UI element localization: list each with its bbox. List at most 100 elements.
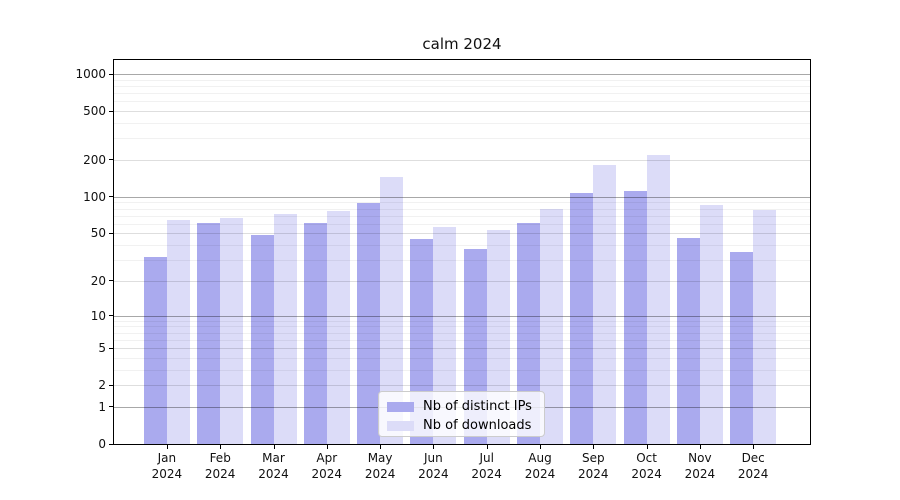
- y-tick-label: 5: [98, 341, 106, 356]
- bar-ips-nov: [676, 237, 700, 444]
- gridline: [114, 93, 810, 95]
- y-tick: [109, 159, 114, 161]
- gridline: [114, 326, 810, 328]
- bar-downloads-sep: [593, 164, 617, 444]
- gridline: [114, 215, 810, 217]
- y-tick: [109, 110, 114, 112]
- gridline: [114, 332, 810, 334]
- x-tick-label: Jul 2024: [471, 451, 502, 481]
- y-tick: [109, 347, 114, 349]
- bar-downloads-aug: [540, 208, 563, 444]
- bar-downloads-jun: [433, 227, 457, 444]
- gridline: [114, 369, 810, 371]
- bar-ips-may: [357, 203, 381, 444]
- x-tick-label: Aug 2024: [524, 451, 556, 481]
- bar-ips-jan: [143, 256, 167, 444]
- gridline: [114, 79, 810, 81]
- gridline: [114, 339, 810, 341]
- x-tick-label: May 2024: [364, 451, 396, 481]
- gridline: [114, 85, 810, 87]
- gridline: [114, 223, 810, 225]
- legend-item-distinct-ips: Nb of distinct IPs: [387, 397, 544, 416]
- plot-area: [114, 60, 810, 444]
- y-tick: [109, 443, 114, 445]
- bar-downloads-jan: [166, 220, 190, 444]
- gridline: [114, 385, 810, 387]
- x-tick: [166, 445, 168, 449]
- x-tick: [540, 445, 541, 449]
- y-tick-label: 500: [83, 104, 106, 119]
- legend-label-distinct-ips: Nb of distinct IPs: [423, 399, 532, 414]
- bar-downloads-mar: [273, 214, 297, 444]
- y-tick-label: 0: [98, 437, 106, 451]
- y-tick: [109, 232, 114, 234]
- bar-ips-feb: [197, 222, 221, 444]
- y-tick-label: 50: [90, 226, 106, 241]
- bar-downloads-nov: [699, 205, 723, 444]
- y-tick: [109, 280, 114, 282]
- legend: Nb of distinct IPs Nb of downloads: [378, 391, 545, 437]
- x-tick-label: Oct 2024: [631, 451, 662, 481]
- legend-swatch-downloads: [387, 420, 414, 431]
- gridline: [114, 208, 810, 210]
- x-tick-label: Mar 2024: [258, 451, 289, 481]
- gridline: [114, 357, 810, 359]
- bar-downloads-apr: [326, 210, 350, 444]
- bar-ips-apr: [303, 222, 327, 444]
- gridline: [114, 159, 810, 161]
- x-tick-label: Sep 2024: [578, 451, 609, 481]
- x-tick: [593, 445, 595, 449]
- x-tick-label: Feb 2024: [204, 451, 236, 481]
- y-tick-label: 1000: [75, 67, 106, 81]
- bar-downloads-oct: [646, 155, 670, 444]
- gridline: [114, 245, 810, 247]
- gridline: [114, 348, 810, 350]
- bar-ips-dec: [730, 252, 754, 444]
- y-tick: [109, 406, 114, 408]
- legend-label-downloads: Nb of downloads: [423, 418, 532, 433]
- y-tick: [109, 73, 114, 75]
- bar-ips-oct: [623, 190, 647, 444]
- y-tick-label: 100: [83, 189, 106, 204]
- y-tick-label: 20: [90, 273, 106, 288]
- gridline: [114, 233, 810, 235]
- gridline: [114, 111, 810, 113]
- x-tick: [753, 445, 755, 449]
- x-tick-label: Nov 2024: [684, 451, 716, 481]
- y-tick-label: 2: [98, 378, 106, 393]
- gridline: [114, 320, 810, 322]
- y-tick: [109, 315, 114, 317]
- gridline: [114, 202, 810, 204]
- x-tick: [220, 445, 222, 449]
- x-tick-label: Apr 2024: [311, 451, 343, 481]
- y-tick-label: 10: [90, 308, 106, 323]
- y-tick-label: 1: [98, 399, 106, 414]
- gridline: [114, 122, 810, 124]
- bar-ips-sep: [570, 192, 594, 444]
- legend-item-downloads: Nb of downloads: [387, 416, 544, 435]
- gridline: [114, 315, 810, 317]
- gridline: [114, 74, 810, 75]
- x-tick-label: Jun 2024: [418, 451, 449, 481]
- legend-swatch-distinct-ips: [387, 401, 414, 412]
- bar-ips-aug: [517, 222, 540, 444]
- chart-title: calm 2024: [422, 35, 502, 53]
- x-tick-label: Dec 2024: [737, 451, 769, 481]
- x-tick: [433, 445, 435, 449]
- bar-downloads-may: [380, 177, 404, 444]
- y-tick: [109, 384, 114, 386]
- gridline: [114, 260, 810, 262]
- bar-ips-mar: [250, 234, 274, 444]
- bar-downloads-jul: [486, 230, 510, 444]
- x-tick-label: Jan 2024: [151, 451, 183, 481]
- y-tick-label: 200: [83, 152, 106, 167]
- gridline: [114, 138, 810, 140]
- gridline: [114, 280, 810, 282]
- bar-downloads-feb: [220, 218, 244, 444]
- gridline: [114, 196, 810, 198]
- y-tick: [109, 196, 114, 198]
- x-tick: [699, 445, 701, 449]
- gridline: [114, 101, 810, 103]
- bar-downloads-dec: [753, 210, 777, 444]
